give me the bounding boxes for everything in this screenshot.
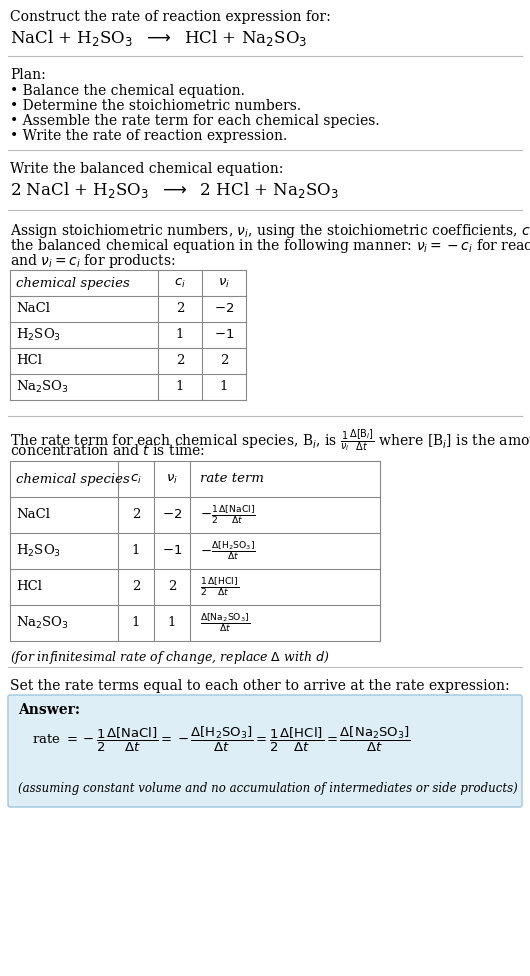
Text: Set the rate terms equal to each other to arrive at the rate expression:: Set the rate terms equal to each other t… <box>10 679 510 693</box>
Text: (for infinitesimal rate of change, replace $\Delta$ with $d$): (for infinitesimal rate of change, repla… <box>10 649 329 666</box>
Text: 1: 1 <box>220 381 228 393</box>
Text: H$_2$SO$_3$: H$_2$SO$_3$ <box>16 327 61 343</box>
Text: NaCl: NaCl <box>16 303 50 315</box>
Text: 2: 2 <box>220 354 228 368</box>
Text: $-2$: $-2$ <box>214 303 234 315</box>
Text: $-1$: $-1$ <box>214 329 234 342</box>
Text: 1: 1 <box>168 617 176 630</box>
Text: HCl: HCl <box>16 581 42 593</box>
Text: • Determine the stoichiometric numbers.: • Determine the stoichiometric numbers. <box>10 99 301 113</box>
Text: Write the balanced chemical equation:: Write the balanced chemical equation: <box>10 162 284 176</box>
Text: concentration and $t$ is time:: concentration and $t$ is time: <box>10 443 205 458</box>
FancyBboxPatch shape <box>8 695 522 807</box>
Text: $\nu_i$: $\nu_i$ <box>218 276 230 290</box>
Text: Assign stoichiometric numbers, $\nu_i$, using the stoichiometric coefficients, $: Assign stoichiometric numbers, $\nu_i$, … <box>10 222 530 240</box>
Text: $\nu_i$: $\nu_i$ <box>166 472 178 485</box>
Text: rate $= -\dfrac{1}{2}\dfrac{\Delta[\mathrm{NaCl}]}{\Delta t} = -\dfrac{\Delta[\m: rate $= -\dfrac{1}{2}\dfrac{\Delta[\math… <box>32 725 411 754</box>
Text: $\frac{\Delta[\mathrm{Na_2SO_3}]}{\Delta t}$: $\frac{\Delta[\mathrm{Na_2SO_3}]}{\Delta… <box>200 612 250 634</box>
Text: H$_2$SO$_3$: H$_2$SO$_3$ <box>16 543 61 559</box>
Text: Na$_2$SO$_3$: Na$_2$SO$_3$ <box>16 615 69 631</box>
Text: 2: 2 <box>132 581 140 593</box>
Text: Answer:: Answer: <box>18 703 80 717</box>
Text: 2: 2 <box>176 303 184 315</box>
Text: 1: 1 <box>176 381 184 393</box>
Text: 2: 2 <box>176 354 184 368</box>
Text: • Write the rate of reaction expression.: • Write the rate of reaction expression. <box>10 129 287 143</box>
Text: the balanced chemical equation in the following manner: $\nu_i = -c_i$ for react: the balanced chemical equation in the fo… <box>10 237 530 255</box>
Text: 1: 1 <box>132 545 140 557</box>
Text: and $\nu_i = c_i$ for products:: and $\nu_i = c_i$ for products: <box>10 252 175 270</box>
Text: 1: 1 <box>176 329 184 342</box>
Text: rate term: rate term <box>200 472 264 485</box>
Text: Construct the rate of reaction expression for:: Construct the rate of reaction expressio… <box>10 10 331 24</box>
Text: $c_i$: $c_i$ <box>130 472 142 485</box>
Text: • Assemble the rate term for each chemical species.: • Assemble the rate term for each chemic… <box>10 114 379 128</box>
Text: $-\frac{\Delta[\mathrm{H_2SO_3}]}{\Delta t}$: $-\frac{\Delta[\mathrm{H_2SO_3}]}{\Delta… <box>200 540 256 562</box>
Text: 1: 1 <box>132 617 140 630</box>
Text: NaCl + H$_2$SO$_3$  $\longrightarrow$  HCl + Na$_2$SO$_3$: NaCl + H$_2$SO$_3$ $\longrightarrow$ HCl… <box>10 28 307 48</box>
Text: 2 NaCl + H$_2$SO$_3$  $\longrightarrow$  2 HCl + Na$_2$SO$_3$: 2 NaCl + H$_2$SO$_3$ $\longrightarrow$ 2… <box>10 180 339 200</box>
Text: HCl: HCl <box>16 354 42 368</box>
Text: (assuming constant volume and no accumulation of intermediates or side products): (assuming constant volume and no accumul… <box>18 782 518 795</box>
Text: 2: 2 <box>132 508 140 521</box>
Text: $-1$: $-1$ <box>162 545 182 557</box>
Text: $\frac{1}{2}\frac{\Delta[\mathrm{HCl}]}{\Delta t}$: $\frac{1}{2}\frac{\Delta[\mathrm{HCl}]}{… <box>200 576 239 598</box>
Text: 2: 2 <box>168 581 176 593</box>
Text: Na$_2$SO$_3$: Na$_2$SO$_3$ <box>16 379 69 395</box>
Text: $-2$: $-2$ <box>162 508 182 521</box>
Text: chemical species: chemical species <box>16 472 130 485</box>
Text: chemical species: chemical species <box>16 276 130 290</box>
Text: $c_i$: $c_i$ <box>174 276 186 290</box>
Text: Plan:: Plan: <box>10 68 46 82</box>
Text: NaCl: NaCl <box>16 508 50 521</box>
Text: The rate term for each chemical species, B$_i$, is $\frac{1}{\nu_i}\frac{\Delta[: The rate term for each chemical species,… <box>10 428 530 454</box>
Text: • Balance the chemical equation.: • Balance the chemical equation. <box>10 84 245 98</box>
Text: $-\frac{1}{2}\frac{\Delta[\mathrm{NaCl}]}{\Delta t}$: $-\frac{1}{2}\frac{\Delta[\mathrm{NaCl}]… <box>200 504 256 526</box>
